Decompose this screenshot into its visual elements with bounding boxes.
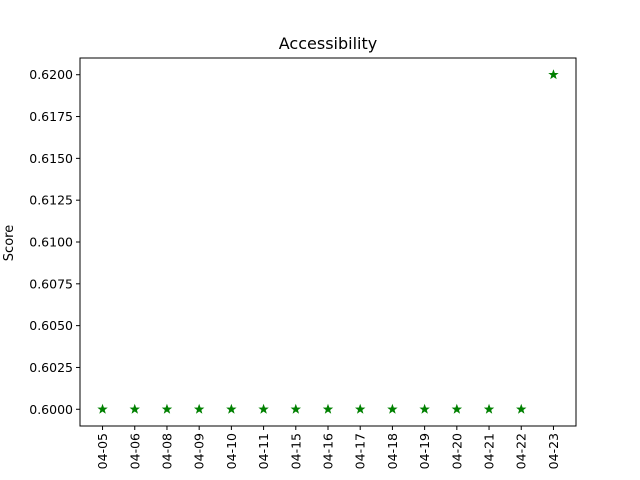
x-axis-ticks: 04-05 04-06 04-08 04-09 04-10 04-11 04-15 04-16… — [95, 426, 561, 469]
y-tick-label: 0.6075 — [29, 276, 73, 291]
x-tick-label: 04-19 — [417, 433, 432, 469]
data-point-star — [129, 403, 140, 414]
x-tick-label: 04-20 — [449, 433, 464, 469]
x-tick-label: 04-15 — [288, 433, 303, 469]
data-point-star — [97, 403, 108, 414]
data-point-star — [193, 403, 205, 414]
y-tick-label: 0.6025 — [29, 360, 73, 375]
y-tick-label: 0.6125 — [29, 193, 73, 208]
y-tick-label: 0.6150 — [29, 151, 73, 166]
data-point-star — [387, 403, 398, 414]
y-tick-label: 0.6200 — [29, 67, 73, 82]
x-tick-label: 04-10 — [224, 433, 239, 469]
data-point-star — [161, 403, 173, 414]
plot-area-frame — [79, 57, 577, 427]
data-points — [97, 69, 559, 414]
chart-title: Accessibility — [279, 34, 377, 53]
y-axis-ticks: 0.6000 0.6025 0.6050 0.6075 0.6100 0.6125 0.61… — [29, 67, 80, 417]
x-tick-label: 04-22 — [514, 433, 529, 469]
data-point-star — [451, 403, 463, 414]
y-tick-label: 0.6175 — [29, 109, 73, 124]
x-tick-label: 04-17 — [353, 433, 368, 469]
data-point-star — [354, 403, 366, 414]
x-tick-label: 04-16 — [321, 433, 336, 469]
data-point-star — [516, 403, 527, 414]
x-tick-label: 04-06 — [127, 433, 142, 469]
x-tick-label: 04-18 — [385, 433, 400, 469]
x-tick-label: 04-05 — [95, 433, 110, 469]
x-tick-label: 04-11 — [256, 433, 271, 469]
x-tick-label: 04-09 — [192, 433, 207, 469]
x-tick-label: 04-21 — [482, 433, 497, 469]
data-point-star — [290, 403, 302, 414]
data-point-star — [322, 403, 334, 414]
y-axis-label: Score — [2, 225, 17, 261]
data-point-star — [483, 403, 495, 414]
data-point-star — [419, 403, 430, 414]
y-tick-label: 0.6000 — [29, 402, 73, 417]
x-tick-label: 04-23 — [546, 433, 561, 469]
data-point-star — [548, 69, 559, 80]
y-tick-label: 0.6100 — [29, 235, 73, 250]
data-point-star — [226, 403, 237, 414]
data-point-star — [258, 403, 269, 414]
y-tick-label: 0.6050 — [29, 318, 73, 333]
x-tick-label: 04-08 — [159, 433, 174, 469]
